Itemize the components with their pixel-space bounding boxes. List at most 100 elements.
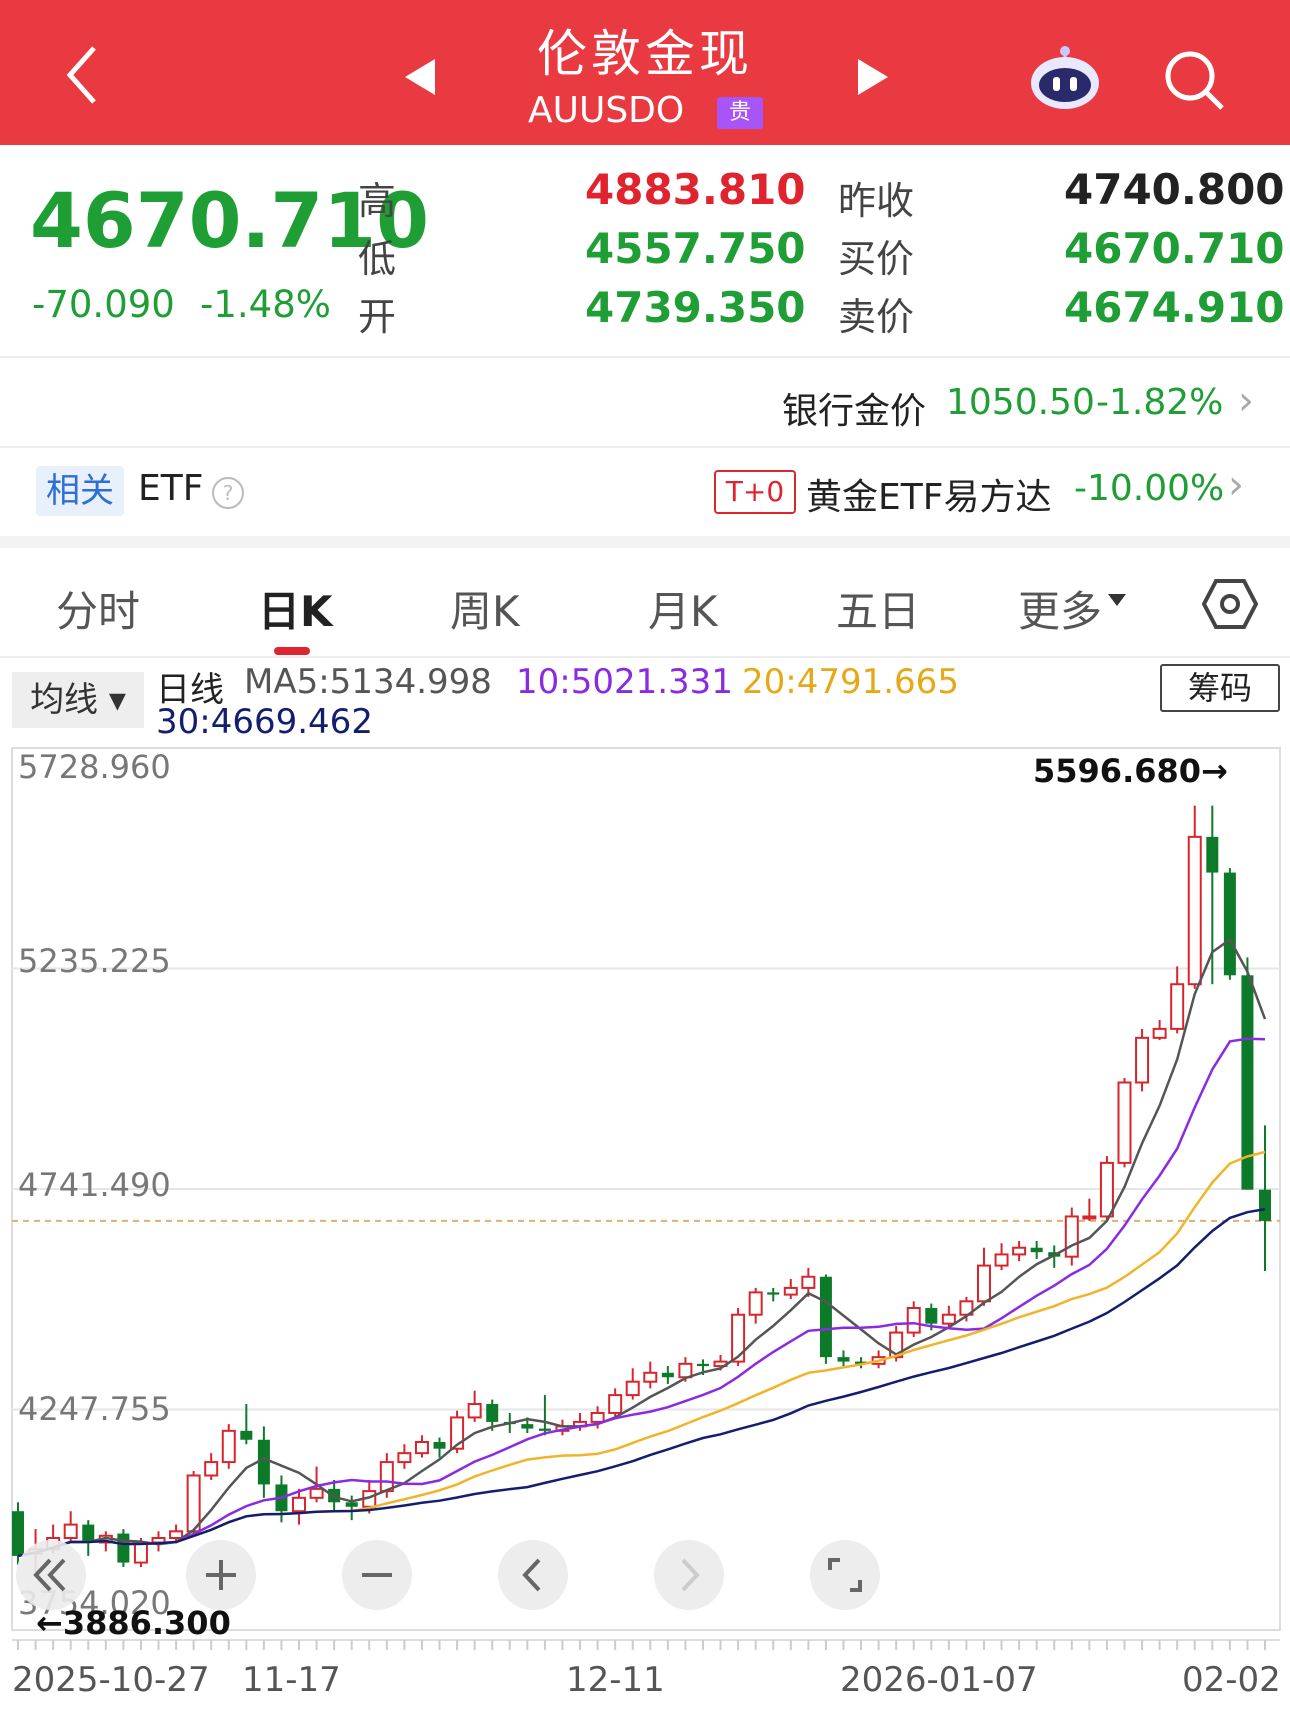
section-gap bbox=[0, 536, 1290, 548]
x-axis-label: 12-11 bbox=[566, 1660, 665, 1700]
candle-body bbox=[257, 1439, 270, 1485]
ma20-value: 20:4791.665 bbox=[742, 662, 959, 702]
search-icon[interactable] bbox=[1162, 48, 1226, 112]
candle-body bbox=[941, 1313, 956, 1325]
max-price-marker: 5596.680→ bbox=[1033, 752, 1228, 790]
candle-body bbox=[12, 1511, 24, 1556]
candle-body bbox=[433, 1441, 446, 1449]
prev-close-label: 昨收 bbox=[838, 179, 915, 223]
ma5-value: MA5:5134.998 bbox=[244, 662, 492, 702]
candle-body bbox=[767, 1292, 780, 1295]
high-value: 4883.810 bbox=[585, 165, 806, 214]
tab-five-day[interactable]: 五日 bbox=[836, 587, 921, 636]
robot-assistant-icon[interactable] bbox=[1028, 45, 1102, 111]
candle-body bbox=[1259, 1189, 1271, 1221]
candle-body bbox=[414, 1440, 429, 1455]
candle-body bbox=[169, 1530, 184, 1540]
back-arrow-icon[interactable] bbox=[60, 40, 104, 110]
etf-pct: -10.00% bbox=[1074, 468, 1225, 509]
app-header: 伦敦金现 AUUSDO 贵 bbox=[0, 0, 1290, 145]
candle-body bbox=[1135, 1036, 1150, 1084]
ma10-line bbox=[17, 1037, 1266, 1558]
zoom-out-button[interactable] bbox=[342, 1540, 412, 1610]
help-icon[interactable]: ? bbox=[210, 475, 246, 511]
candle-body bbox=[467, 1403, 482, 1419]
active-tab-indicator bbox=[274, 647, 310, 655]
y-axis-label: 4741.490 bbox=[18, 1166, 171, 1204]
candlestick-chart[interactable] bbox=[0, 740, 1290, 1730]
tab-monthly-k[interactable]: 月K bbox=[648, 587, 718, 636]
candle-body bbox=[994, 1253, 1009, 1267]
candle-body bbox=[397, 1452, 412, 1464]
etf-label: ETF bbox=[138, 468, 204, 509]
candle-body bbox=[837, 1357, 850, 1362]
settings-hexagon-icon[interactable] bbox=[1202, 578, 1258, 630]
candle-body bbox=[661, 1372, 674, 1378]
candle-body bbox=[678, 1362, 693, 1379]
scroll-left-button[interactable] bbox=[498, 1540, 568, 1610]
scroll-left-fast-button[interactable] bbox=[16, 1540, 86, 1610]
x-axis-label: 02-02 bbox=[1182, 1660, 1281, 1700]
bank-gold-label[interactable]: 银行金价 bbox=[782, 391, 927, 432]
candle-body bbox=[748, 1291, 763, 1316]
tab-more[interactable]: 更多 bbox=[1018, 587, 1103, 636]
candle-body bbox=[292, 1496, 307, 1513]
next-instrument-icon[interactable] bbox=[858, 59, 888, 95]
precious-metal-badge: 贵 bbox=[717, 97, 763, 129]
high-label: 高 bbox=[358, 179, 397, 223]
candle-body bbox=[1030, 1247, 1043, 1253]
plus-icon bbox=[206, 1560, 236, 1590]
candle-body bbox=[450, 1416, 465, 1450]
ma20-line bbox=[17, 1150, 1266, 1558]
candle-body bbox=[204, 1461, 219, 1477]
candle-body bbox=[906, 1307, 921, 1334]
prev-close-value: 4740.800 bbox=[1064, 165, 1285, 214]
candle-body bbox=[117, 1533, 130, 1563]
chip-distribution-button[interactable]: 筹码 bbox=[1160, 664, 1280, 712]
candle-body bbox=[486, 1404, 499, 1422]
chevron-right-icon[interactable]: › bbox=[1238, 378, 1254, 424]
open-label: 开 bbox=[358, 295, 397, 339]
fullscreen-button[interactable] bbox=[810, 1540, 880, 1610]
candle-body bbox=[696, 1363, 709, 1367]
x-axis-label: 11-17 bbox=[242, 1660, 341, 1700]
tab-weekly-k[interactable]: 周K bbox=[450, 587, 520, 636]
y-axis-label: 5728.960 bbox=[18, 748, 171, 786]
candle-body bbox=[801, 1275, 816, 1289]
divider bbox=[0, 356, 1290, 358]
ask-label: 卖价 bbox=[838, 295, 915, 339]
tab-intraday[interactable]: 分时 bbox=[56, 587, 141, 636]
fullscreen-icon bbox=[828, 1558, 862, 1592]
price-change: -70.090 bbox=[32, 283, 175, 326]
chevron-right-icon[interactable]: › bbox=[1228, 462, 1244, 508]
zoom-in-button[interactable] bbox=[186, 1540, 256, 1610]
bank-gold-price: 1050.50 bbox=[946, 382, 1095, 423]
previous-instrument-icon[interactable] bbox=[405, 59, 435, 95]
etf-name[interactable]: 黄金ETF易方达 bbox=[806, 477, 1052, 518]
dropdown-arrow-icon[interactable] bbox=[1108, 594, 1126, 606]
candle-body bbox=[1223, 872, 1236, 976]
candle-body bbox=[240, 1430, 253, 1440]
candle-body bbox=[521, 1424, 534, 1429]
candle-body bbox=[1206, 836, 1219, 873]
last-price: 4670.710 bbox=[30, 176, 430, 265]
divider bbox=[0, 656, 1290, 658]
candle-body bbox=[819, 1276, 832, 1358]
minus-icon bbox=[362, 1573, 392, 1577]
t0-tag: T+0 bbox=[714, 470, 796, 514]
candle-body bbox=[379, 1461, 394, 1493]
candle-body bbox=[590, 1411, 605, 1423]
tab-daily-k[interactable]: 日K bbox=[258, 587, 333, 636]
bid-label: 买价 bbox=[838, 237, 915, 281]
candle-body bbox=[855, 1361, 868, 1364]
candle-body bbox=[608, 1394, 623, 1414]
candle-body bbox=[1170, 983, 1185, 1030]
candle-body bbox=[731, 1313, 746, 1363]
candle-body bbox=[221, 1429, 236, 1464]
scroll-right-button[interactable] bbox=[654, 1540, 724, 1610]
candle-body bbox=[133, 1541, 148, 1564]
ma30-value: 30:4669.462 bbox=[156, 702, 373, 742]
chevron-right-icon bbox=[681, 1558, 700, 1592]
indicator-selector[interactable]: 均线 ▾ bbox=[12, 672, 144, 728]
ma5-line bbox=[17, 937, 1267, 1558]
